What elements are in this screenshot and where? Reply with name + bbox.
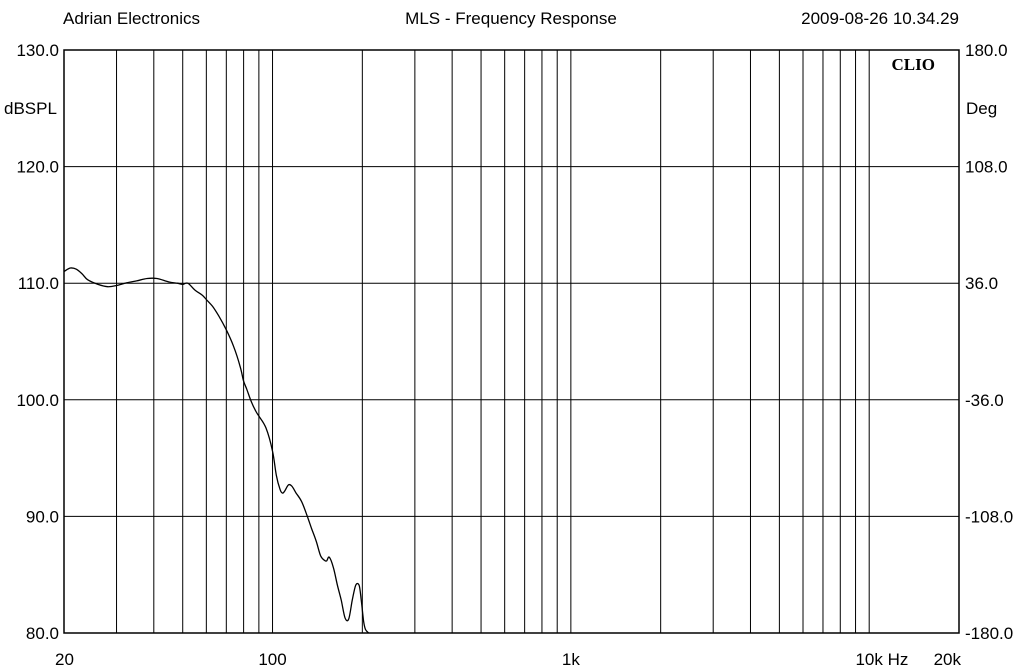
y2-tick-label: 108.0 (965, 158, 1008, 177)
x-axis-unit: Hz (888, 650, 909, 669)
x-tick-label: 100 (258, 650, 286, 669)
response-curve-group (63, 267, 370, 634)
x-tick-label: 1k (562, 650, 580, 669)
y-tick-label: 80.0 (26, 624, 59, 643)
y-tick-label: 100.0 (16, 391, 59, 410)
y2-tick-label: 36.0 (965, 274, 998, 293)
timestamp: 2009-08-26 10.34.29 (801, 9, 959, 28)
x-tick-label: 20 (55, 650, 74, 669)
y2-tick-label: -108.0 (965, 507, 1013, 526)
x-tick-labels: 20 100 1k 10k 20k (55, 650, 961, 669)
y2-axis-unit: Deg (966, 99, 997, 118)
grid-lines (64, 50, 959, 633)
y2-tick-label: -180.0 (965, 624, 1013, 643)
y-tick-label: 90.0 (26, 507, 59, 526)
company-name: Adrian Electronics (63, 9, 200, 28)
y2-tick-label: 180.0 (965, 41, 1008, 60)
y-tick-label: 120.0 (16, 158, 59, 177)
clio-logo: CLIO (892, 55, 935, 74)
y2-tick-label: -36.0 (965, 391, 1004, 410)
x-tick-label: 20k (934, 650, 962, 669)
y-tick-labels: 130.0 120.0 110.0 100.0 90.0 80.0 (16, 41, 59, 643)
spl-response-line (63, 267, 370, 634)
y-axis-unit: dBSPL (4, 99, 57, 118)
y-tick-label: 110.0 (18, 274, 59, 293)
x-tick-label: 10k (855, 650, 883, 669)
y2-tick-labels: 180.0 108.0 36.0 -36.0 -108.0 -180.0 (965, 41, 1013, 643)
plot-frame (63, 49, 960, 634)
y-tick-label: 130.0 (16, 41, 59, 60)
chart-title: MLS - Frequency Response (405, 9, 617, 28)
